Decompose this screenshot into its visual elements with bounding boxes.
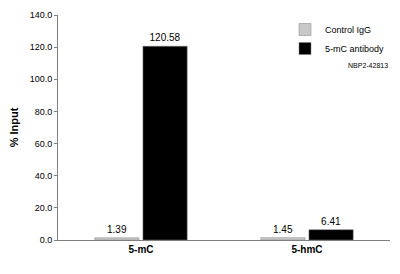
svg-text:80.0: 80.0 — [35, 107, 53, 117]
svg-text:Control IgG: Control IgG — [325, 25, 371, 35]
svg-text:5-mC: 5-mC — [128, 244, 153, 255]
svg-text:0.0: 0.0 — [40, 235, 53, 245]
svg-text:NBP2-42813: NBP2-42813 — [348, 62, 388, 69]
svg-text:1.39: 1.39 — [107, 224, 127, 235]
svg-text:% Input: % Input — [8, 107, 20, 147]
svg-text:5-mC antibody: 5-mC antibody — [325, 44, 384, 54]
svg-text:140.0: 140.0 — [30, 10, 53, 20]
svg-text:120.0: 120.0 — [30, 42, 53, 52]
svg-text:1.45: 1.45 — [273, 224, 293, 235]
svg-text:120.58: 120.58 — [150, 32, 181, 43]
svg-text:40.0: 40.0 — [35, 171, 53, 181]
svg-text:60.0: 60.0 — [35, 139, 53, 149]
svg-text:6.41: 6.41 — [321, 216, 341, 227]
svg-text:20.0: 20.0 — [35, 203, 53, 213]
svg-text:100.0: 100.0 — [30, 74, 53, 84]
svg-text:5-hmC: 5-hmC — [291, 244, 322, 255]
